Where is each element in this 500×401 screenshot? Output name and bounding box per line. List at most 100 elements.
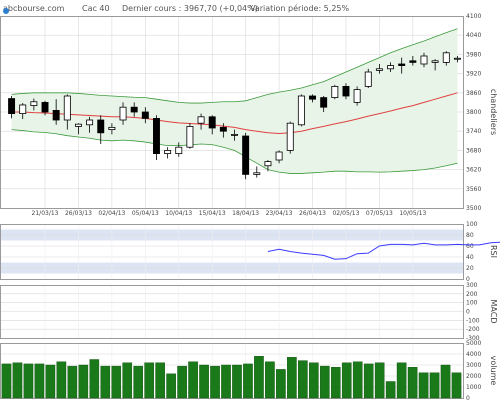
y-tick-label: -300 — [466, 335, 480, 342]
candle-body — [387, 65, 395, 70]
y-tick-label: 0 — [466, 395, 470, 401]
volume-bar — [122, 362, 133, 399]
volume-bar — [451, 372, 462, 399]
candle-body — [119, 106, 127, 121]
volume-bar — [12, 362, 23, 399]
candle-body — [197, 116, 205, 124]
axis-label: volume — [489, 356, 498, 386]
candle-body — [219, 126, 227, 132]
x-tick-label: 07/05/13 — [366, 210, 393, 217]
logo-icon — [3, 8, 9, 14]
y-tick-label: 3500 — [466, 205, 481, 212]
volume-bar — [440, 364, 451, 399]
candle-body — [342, 86, 350, 97]
y-tick-label: 60 — [466, 243, 474, 250]
candle-body — [253, 172, 261, 175]
x-tick-label: 10/04/13 — [165, 210, 192, 217]
x-tick-label: 05/04/13 — [132, 210, 159, 217]
volume-bar — [385, 381, 396, 399]
candle-body — [453, 57, 461, 60]
volume-bar — [177, 365, 187, 399]
candle-body — [431, 60, 439, 63]
bollinger-upper-line — [11, 28, 458, 104]
x-tick-label: 10/05/13 — [399, 210, 426, 217]
site-name: abcbourse.com — [3, 4, 65, 13]
volume-bar — [287, 357, 297, 399]
y-tick-label: 4040 — [466, 32, 481, 39]
volume-bar — [309, 362, 319, 399]
y-tick-label: -200 — [466, 326, 480, 333]
candle-body — [398, 63, 406, 66]
volume-bar — [407, 367, 418, 399]
candle-body — [264, 161, 272, 167]
candle-body — [208, 116, 216, 129]
y-tick-label: 80 — [466, 232, 474, 239]
y-tick-label: 300 — [466, 282, 478, 289]
x-tick-label: 23/04/13 — [266, 210, 293, 217]
candle-body — [8, 98, 16, 114]
x-tick-label: 02/04/13 — [98, 210, 125, 217]
candle-body — [231, 133, 238, 136]
candle-body — [41, 102, 49, 113]
volume-bar — [243, 363, 253, 399]
x-tick-label: 02/05/13 — [332, 210, 359, 217]
candle-body — [130, 106, 138, 113]
candle-body — [186, 126, 194, 148]
rsi-line — [267, 241, 500, 260]
volume-bar — [144, 362, 154, 399]
x-tick-label: 18/04/13 — [232, 210, 259, 217]
volume-bar — [341, 362, 352, 399]
volume-bar — [396, 362, 407, 399]
y-tick-label: 40 — [466, 254, 474, 261]
site-logo[interactable]: abcbourse.com — [3, 4, 65, 14]
y-tick-label: 3680 — [466, 147, 481, 154]
y-tick-label: 3000 — [466, 362, 481, 369]
y-tick-label: 20 — [466, 265, 474, 272]
candle-body — [30, 101, 38, 107]
volume-bar — [111, 365, 122, 399]
volume-bar — [56, 361, 67, 399]
candle-body — [420, 55, 428, 65]
volume-bar — [330, 367, 341, 399]
candle-body — [63, 95, 71, 121]
y-tick-label: 4000 — [466, 351, 481, 358]
y-tick-label: 3920 — [466, 71, 481, 78]
volume-bar — [221, 364, 231, 399]
candle-body — [275, 151, 283, 161]
x-tick-label: 26/03/13 — [65, 210, 92, 217]
chart-header: abcbourse.com Cac 40 Dernier cours : 396… — [0, 0, 500, 16]
volume-bar — [1, 363, 12, 399]
volume-bar — [276, 369, 286, 399]
volume-bar — [232, 364, 242, 399]
y-tick-label: 3800 — [466, 109, 481, 116]
volume-bar — [429, 372, 440, 399]
axis-label: MACD — [489, 300, 498, 324]
volume-bar — [319, 365, 330, 399]
volume-bar — [254, 356, 264, 399]
candle-body — [331, 86, 339, 99]
y-tick-label: 4100 — [466, 13, 481, 20]
bollinger-band-area — [11, 28, 458, 174]
panel-frame — [0, 285, 464, 339]
candle-body — [297, 95, 305, 126]
y-tick-label: 3560 — [466, 186, 481, 193]
volume-bar — [78, 364, 89, 399]
candle-body — [97, 119, 105, 134]
y-tick-label: 0 — [466, 276, 470, 283]
y-tick-label: 200 — [466, 291, 478, 298]
volume-bar — [67, 365, 78, 399]
candle-body — [309, 95, 316, 100]
candle-body — [86, 119, 94, 126]
volume-bar — [89, 359, 100, 399]
candle-body — [286, 122, 294, 151]
candle-body — [242, 135, 250, 175]
volume-bar — [363, 363, 374, 399]
volume-bar — [265, 361, 275, 399]
bollinger-lower-line — [11, 129, 458, 174]
candle-body — [353, 89, 361, 103]
candle-body — [52, 110, 60, 121]
instrument-name: Cac 40 — [82, 4, 110, 13]
candle-body — [108, 126, 116, 131]
volume-bar — [45, 364, 56, 399]
